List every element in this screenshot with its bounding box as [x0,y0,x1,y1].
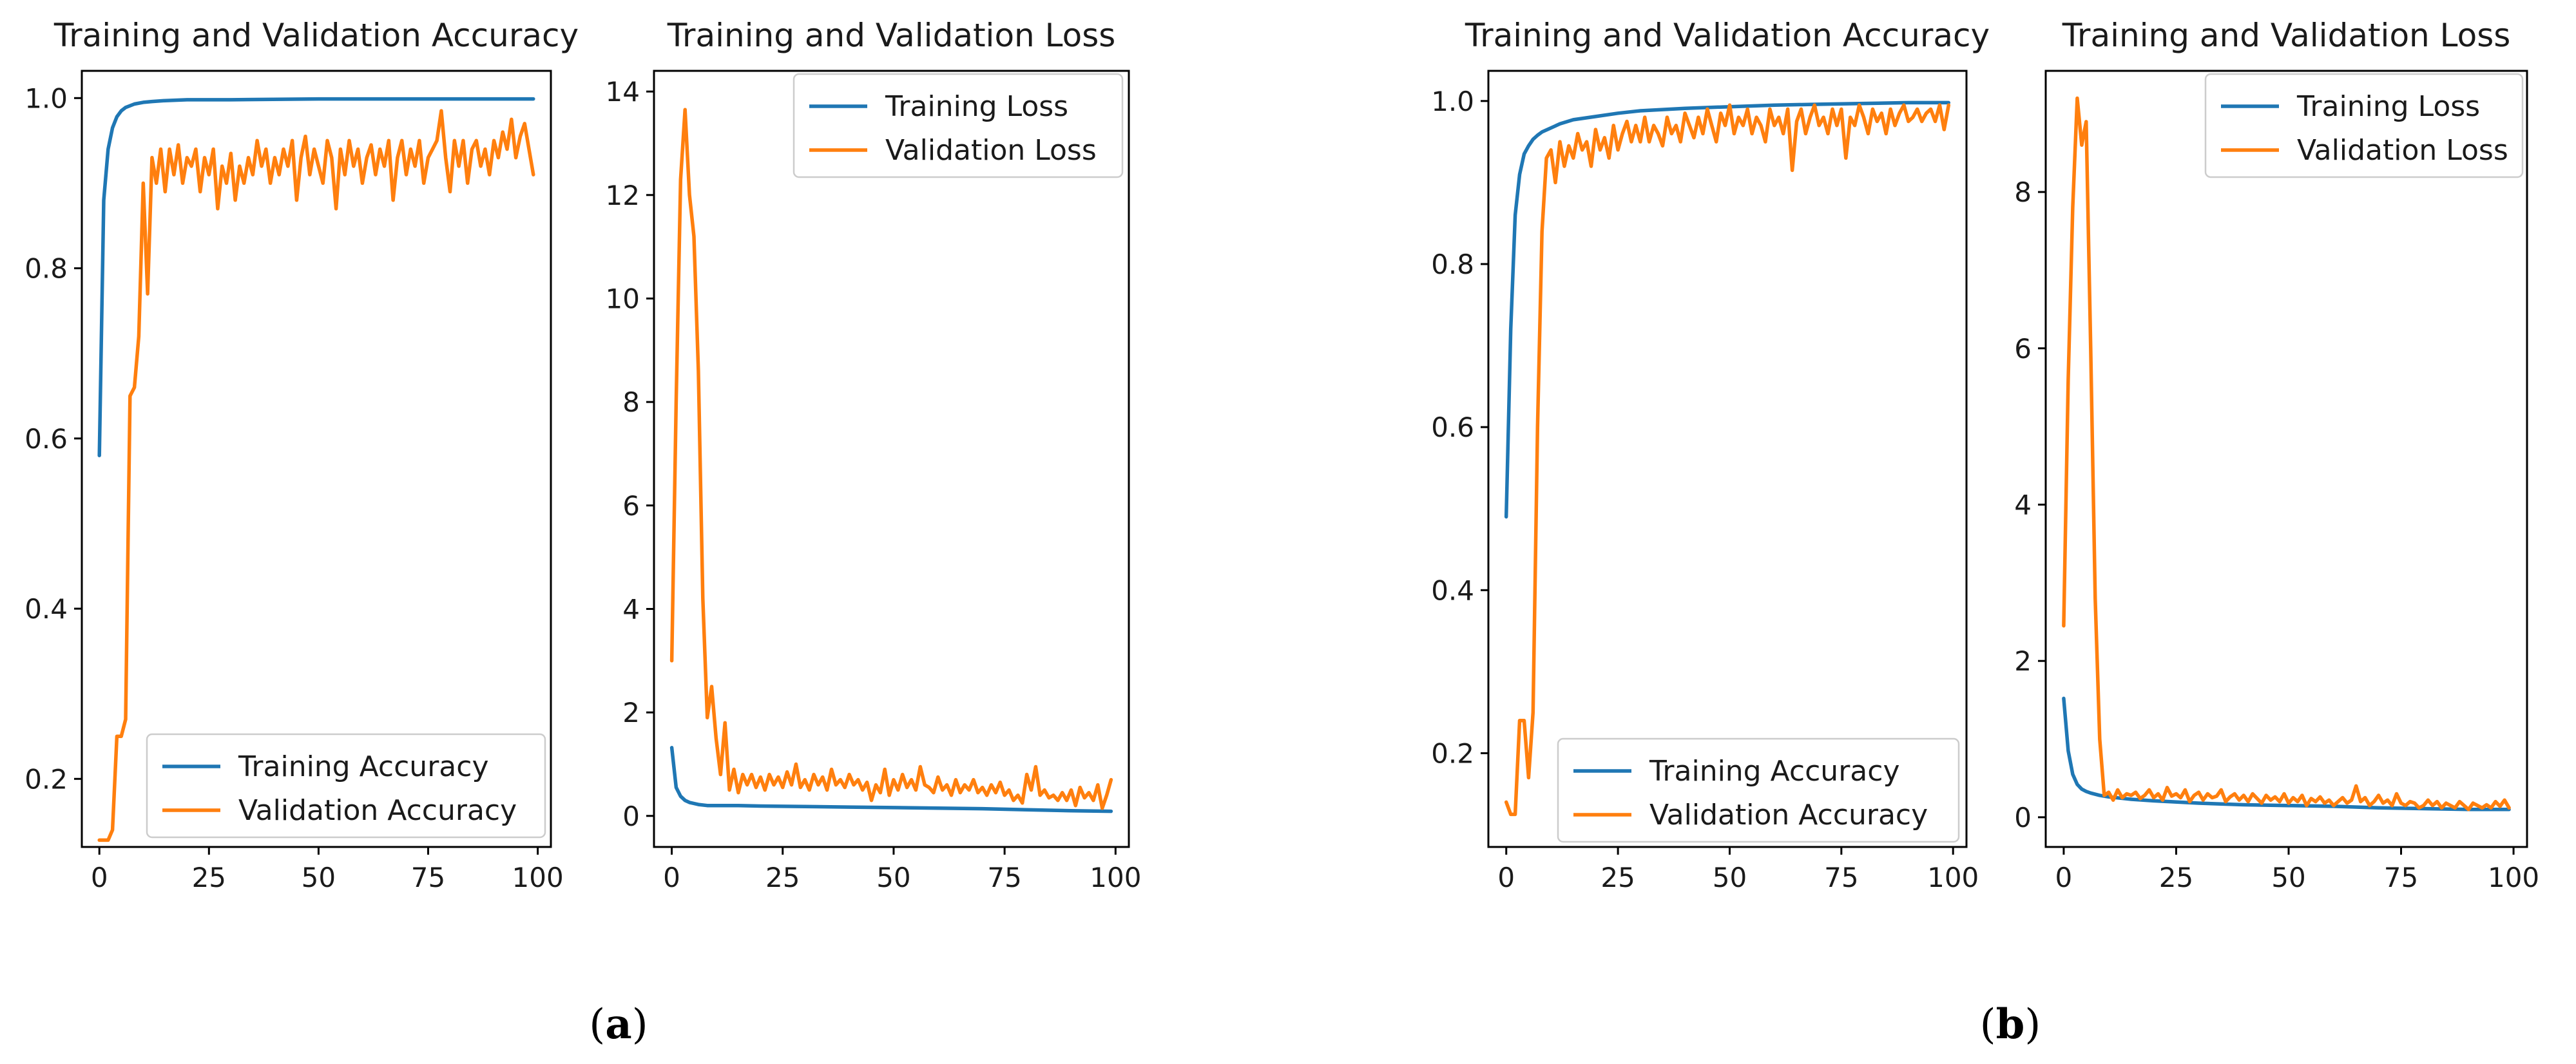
x-tick-label: 0 [91,862,108,893]
y-tick-label: 2 [2014,645,2032,677]
x-tick-label: 75 [987,862,1021,893]
caption-a: (a) [589,1000,648,1049]
y-tick-label: 4 [2014,489,2032,520]
y-tick-label: 6 [2014,333,2032,365]
x-tick-label: 25 [2159,862,2193,893]
x-tick-label: 100 [1090,862,1141,893]
legend: Training Accuracy Validation Accuracy [1557,737,1960,843]
y-tick-label: 0.4 [1431,575,1474,606]
legend-label-validation: Validation Accuracy [1649,799,1928,831]
x-tick-label: 25 [765,862,800,893]
y-tick-label: 4 [622,593,640,625]
legend-label-validation: Validation Accuracy [238,794,517,827]
chart-a-loss: Training and Validation Loss 0 25 50 75 100 0 2… [606,17,1142,893]
legend-label-validation: Validation Loss [2297,134,2508,167]
legend: Training Accuracy Validation Accuracy [146,733,546,839]
x-tick-label: 50 [1713,862,1747,893]
y-tick-label: 8 [2014,176,2032,208]
x-tick-label: 75 [1824,862,1858,893]
chart-a-accuracy: Training and Validation Accuracy 0 25 50 75 1… [24,17,579,893]
legend-label-training: Training Loss [885,90,1068,123]
legend-box [1557,737,1960,843]
series-line-validation [1504,103,1951,817]
x-tick-label: 0 [663,862,680,893]
y-tick-label: 2 [622,697,640,728]
caption-a-letter: a [605,1000,631,1049]
series-line-training [2062,696,2511,812]
series-line-validation [2062,96,2511,812]
y-tick-label: 0.2 [24,763,68,795]
plot-frame [81,70,552,848]
y-tick-label: 0.8 [1431,249,1474,280]
x-tick-label: 50 [302,862,336,893]
series-line-training [669,746,1113,813]
x-tick-label: 0 [1497,862,1515,893]
y-tick-label: 0.2 [1431,737,1474,769]
y-tick-label: 0.6 [24,423,68,455]
chart-title: Training and Validation Accuracy [53,17,579,54]
plot-frame [2044,70,2528,848]
legend-box [2204,73,2524,178]
y-tick-label: 0.6 [1431,412,1474,443]
caption-b-letter: b [1996,1000,2025,1049]
series-line-validation [669,108,1113,810]
y-tick-label: 0.8 [24,253,68,285]
legend-box [793,73,1124,178]
legend-label-training: Training Accuracy [1649,755,1899,788]
legend-box [146,733,546,839]
caption-a-close: ) [632,1001,648,1049]
x-tick-label: 75 [2384,862,2418,893]
series-line-validation [97,109,535,842]
y-tick-label: 14 [606,76,640,108]
y-tick-label: 1.0 [1431,86,1474,117]
x-tick-label: 100 [512,862,564,893]
caption-b: (b) [1980,1000,2041,1049]
y-tick-label: 10 [606,283,640,314]
chart-title: Training and Validation Loss [667,17,1116,54]
chart-title: Training and Validation Accuracy [1465,17,1990,54]
plot-frame [653,70,1130,848]
series-line-training [1504,100,1951,519]
x-tick-label: 50 [876,862,910,893]
x-tick-label: 75 [411,862,445,893]
y-tick-label: 0 [2014,802,2032,833]
y-tick-label: 0 [622,801,640,832]
legend-label-training: Training Loss [2296,90,2480,123]
plot-frame [1487,70,1968,848]
x-tick-label: 0 [2055,862,2073,893]
y-tick-label: 8 [622,386,640,418]
x-tick-label: 25 [1600,862,1635,893]
legend-label-validation: Validation Loss [885,134,1097,167]
y-tick-label: 0.4 [24,593,68,625]
caption-b-close: ) [2024,1001,2041,1049]
y-tick-label: 12 [606,180,640,211]
x-tick-label: 100 [2488,862,2539,893]
x-tick-label: 100 [1927,862,1979,893]
y-tick-label: 6 [622,490,640,522]
legend: Training Loss Validation Loss [2204,73,2524,178]
legend: Training Loss Validation Loss [793,73,1124,178]
caption-b-open: ( [1980,1001,1996,1049]
chart-b-accuracy: Training and Validation Accuracy 0 25 50 75 1… [1431,17,1990,893]
y-tick-label: 1.0 [24,82,68,114]
series-line-training [97,97,535,457]
legend-label-training: Training Accuracy [238,750,488,783]
x-tick-label: 25 [192,862,226,893]
caption-a-open: ( [589,1001,605,1049]
chart-title: Training and Validation Loss [2062,17,2511,54]
x-tick-label: 50 [2271,862,2305,893]
chart-b-loss: Training and Validation Loss 0 25 50 75 100 0 2… [2014,17,2539,893]
